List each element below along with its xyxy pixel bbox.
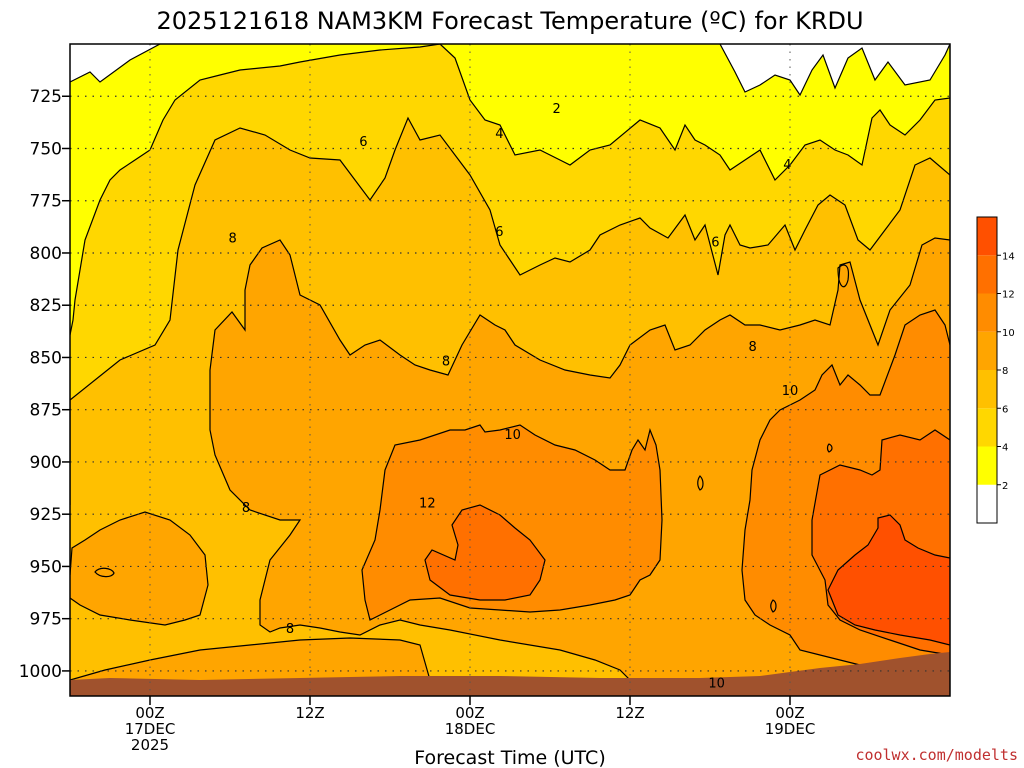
contour-label: 2 (553, 102, 561, 117)
contour-label: 10 (708, 676, 725, 691)
contour-label: 12 (419, 497, 436, 512)
colorbar-swatch (977, 217, 997, 256)
credit-text: coolwx.com/modelts (855, 746, 1018, 764)
x-tick-label: 2025 (131, 736, 169, 754)
y-tick-label: 925 (30, 505, 62, 525)
colorbar-swatch (977, 293, 997, 332)
x-tick-label: 19DEC (765, 720, 816, 738)
colorbar-swatch (977, 446, 997, 485)
y-tick-label: 1000 (19, 662, 62, 682)
contour-labels: 2 4 4 6 6 6 8 8 8 8 8 10 10 10 12 (229, 102, 799, 692)
y-axis-ticks: 725 750 775 800 825 850 875 900 925 950 975 1000 (19, 87, 70, 682)
y-tick-label: 775 (30, 192, 62, 212)
x-tick-label: 17DEC (125, 720, 176, 738)
colorbar-swatch (977, 484, 997, 523)
contour-label: 4 (783, 158, 791, 173)
contour-label: 8 (749, 340, 757, 355)
y-tick-label: 800 (30, 244, 62, 264)
colorbar-swatch (977, 255, 997, 294)
y-tick-label: 900 (30, 453, 62, 473)
contour-label: 10 (504, 428, 521, 443)
colorbar: 2 4 6 8 10 12 14 (976, 216, 1015, 524)
y-tick-label: 850 (30, 348, 62, 368)
contour-label: 6 (359, 135, 367, 150)
y-tick-label: 725 (30, 87, 62, 107)
band-above-14 (828, 515, 950, 645)
contour-label: 6 (495, 225, 503, 240)
contour-label: 4 (495, 127, 503, 142)
contour-lines (70, 44, 950, 696)
contour-label: 8 (229, 231, 237, 246)
chart-title: 2025121618 NAM3KM Forecast Temperature (… (156, 7, 863, 35)
y-tick-label: 750 (30, 139, 62, 159)
y-tick-label: 950 (30, 557, 62, 577)
colorbar-swatch (977, 370, 997, 409)
colorbar-swatch (977, 331, 997, 370)
plot-area: 2 4 4 6 6 6 8 8 8 8 8 10 10 10 12 (70, 44, 950, 696)
colorbar-swatch (977, 408, 997, 447)
contour-label: 6 (711, 236, 719, 251)
x-tick-label: 12Z (295, 704, 324, 722)
colorbar-tick-label: 14 (1002, 251, 1015, 262)
y-tick-label: 875 (30, 401, 62, 421)
colorbar-tick-label: 6 (1002, 404, 1008, 415)
y-tick-label: 825 (30, 296, 62, 316)
contour-label: 8 (242, 501, 250, 516)
contour-label: 10 (782, 384, 799, 399)
terrain-mask (70, 652, 950, 696)
contour-label: 8 (442, 355, 450, 370)
colorbar-tick-label: 12 (1002, 290, 1015, 301)
colorbar-tick-label: 4 (1002, 443, 1008, 454)
colorbar-tick-label: 8 (1002, 366, 1008, 377)
x-tick-label: 00Z (135, 704, 164, 722)
y-tick-label: 975 (30, 610, 62, 630)
x-tick-label: 00Z (775, 704, 804, 722)
x-tick-label: 00Z (455, 704, 484, 722)
colorbar-tick-label: 10 (1002, 328, 1015, 339)
colorbar-tick-label: 2 (1002, 481, 1008, 492)
x-axis-label: Forecast Time (UTC) (414, 747, 605, 768)
contour-label: 8 (286, 622, 294, 637)
x-tick-label: 18DEC (445, 720, 496, 738)
plot-frame (69, 43, 951, 697)
warm-patch-lower-left (70, 512, 208, 625)
x-tick-label: 12Z (615, 704, 644, 722)
temperature-fill-layers (70, 44, 950, 696)
